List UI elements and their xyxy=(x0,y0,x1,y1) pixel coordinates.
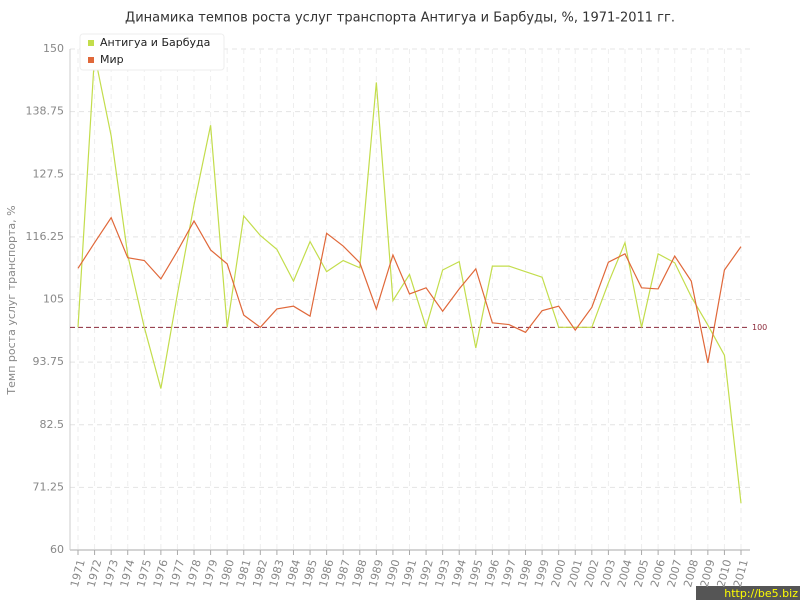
y-tick-label: 71.25 xyxy=(33,480,65,493)
y-tick-label: 105 xyxy=(43,293,64,306)
watermark: http://be5.biz xyxy=(724,587,798,600)
legend-label: Мир xyxy=(100,53,124,66)
y-tick-label: 138.75 xyxy=(26,105,65,118)
y-axis-label: Темп роста услуг транспорта, % xyxy=(5,205,18,395)
x-tick-label: 2011 xyxy=(731,558,751,588)
legend-swatch xyxy=(88,40,94,46)
y-tick-label: 116.25 xyxy=(26,230,65,243)
y-tick-label: 93.75 xyxy=(33,355,65,368)
legend-box xyxy=(79,33,225,71)
chart-title: Динамика темпов роста услуг транспорта А… xyxy=(125,11,675,26)
legend-swatch xyxy=(88,57,94,63)
series-line xyxy=(77,216,742,364)
watermark-bg xyxy=(696,586,800,600)
y-tick-label: 127.5 xyxy=(33,167,65,180)
reference-label: 100 xyxy=(752,323,767,332)
y-tick-label: 150 xyxy=(43,42,64,55)
series-line xyxy=(77,54,742,504)
legend-label: Антигуа и Барбуда xyxy=(100,36,210,49)
y-tick-label: 60 xyxy=(50,543,64,556)
y-tick-label: 82.5 xyxy=(40,418,65,431)
